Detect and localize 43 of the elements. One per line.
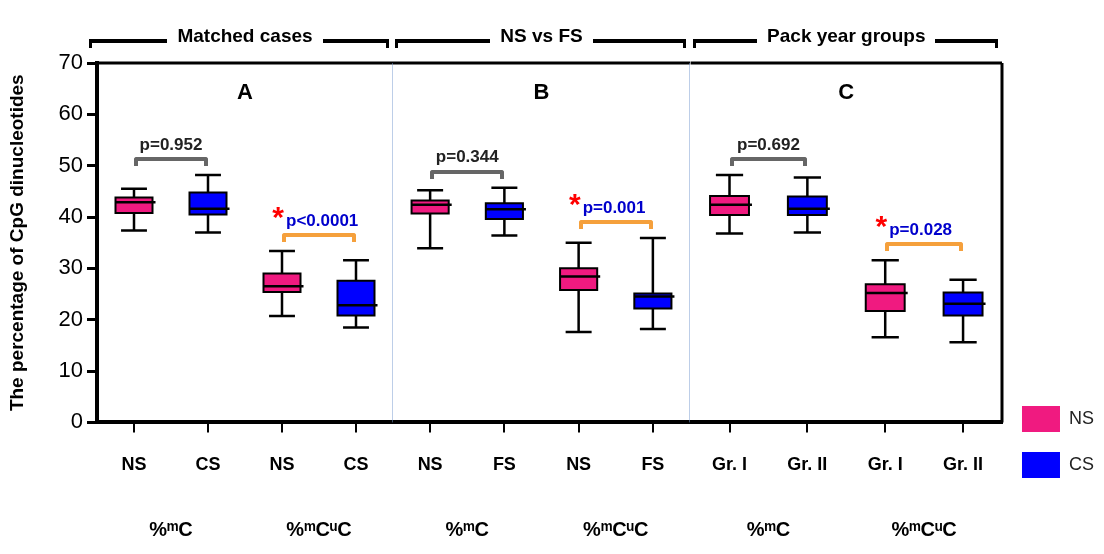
x-tick-label: Gr. I (867, 454, 903, 475)
x-tick-label: NS (417, 454, 443, 475)
x-tick-label: Gr. I (712, 454, 748, 475)
text: %ᵐC (149, 517, 193, 540)
y-tick-label: 50 (58, 151, 83, 177)
x-tick-label: Gr. II (943, 454, 984, 475)
text: C (838, 79, 855, 105)
chart-title: Matched cases (177, 25, 313, 47)
annotation: p=0.028 (889, 219, 953, 239)
chart-title: Pack year groups (767, 25, 926, 47)
text: %ᵐCᵘC (891, 517, 957, 540)
annotation: p=0.344 (435, 147, 500, 167)
text: %ᵐC (746, 517, 791, 540)
y-tick-label: 0 (70, 408, 83, 434)
annotation: * (272, 200, 285, 234)
text: %ᵐCᵘC (286, 517, 352, 540)
chart-title: NS vs FS (500, 25, 583, 47)
y-tick-label: 70 (58, 49, 83, 75)
y-axis-title: The percentage of CpG dinucleotides (5, 74, 27, 412)
text: A (237, 79, 254, 105)
annotation: * (875, 209, 888, 243)
annotation: p=0.952 (139, 134, 203, 154)
y-tick-label: 60 (58, 100, 83, 126)
x-tick-label: Gr. II (787, 454, 828, 475)
annotation: p=0.692 (737, 134, 800, 154)
text: B (533, 79, 550, 105)
y-tick-label: 30 (58, 254, 83, 280)
x-tick-label: CS (195, 454, 221, 475)
x-tick-label: NS (566, 454, 592, 475)
annotation: p=0.001 (582, 197, 646, 217)
x-tick-label: NS (269, 454, 295, 475)
y-tick-label: 40 (58, 203, 83, 229)
legend-label: NS (1069, 407, 1095, 428)
annotation: * (568, 187, 581, 221)
y-tick-label: 20 (58, 305, 83, 331)
x-tick-label: FS (641, 454, 665, 475)
y-tick-label: 10 (58, 357, 83, 383)
x-tick-label: NS (121, 454, 147, 475)
x-tick-label: CS (343, 454, 369, 475)
annotation: p<0.0001 (286, 210, 359, 230)
text: %ᵐC (445, 517, 490, 540)
x-tick-label: FS (492, 454, 516, 475)
text: %ᵐCᵘC (583, 517, 649, 540)
